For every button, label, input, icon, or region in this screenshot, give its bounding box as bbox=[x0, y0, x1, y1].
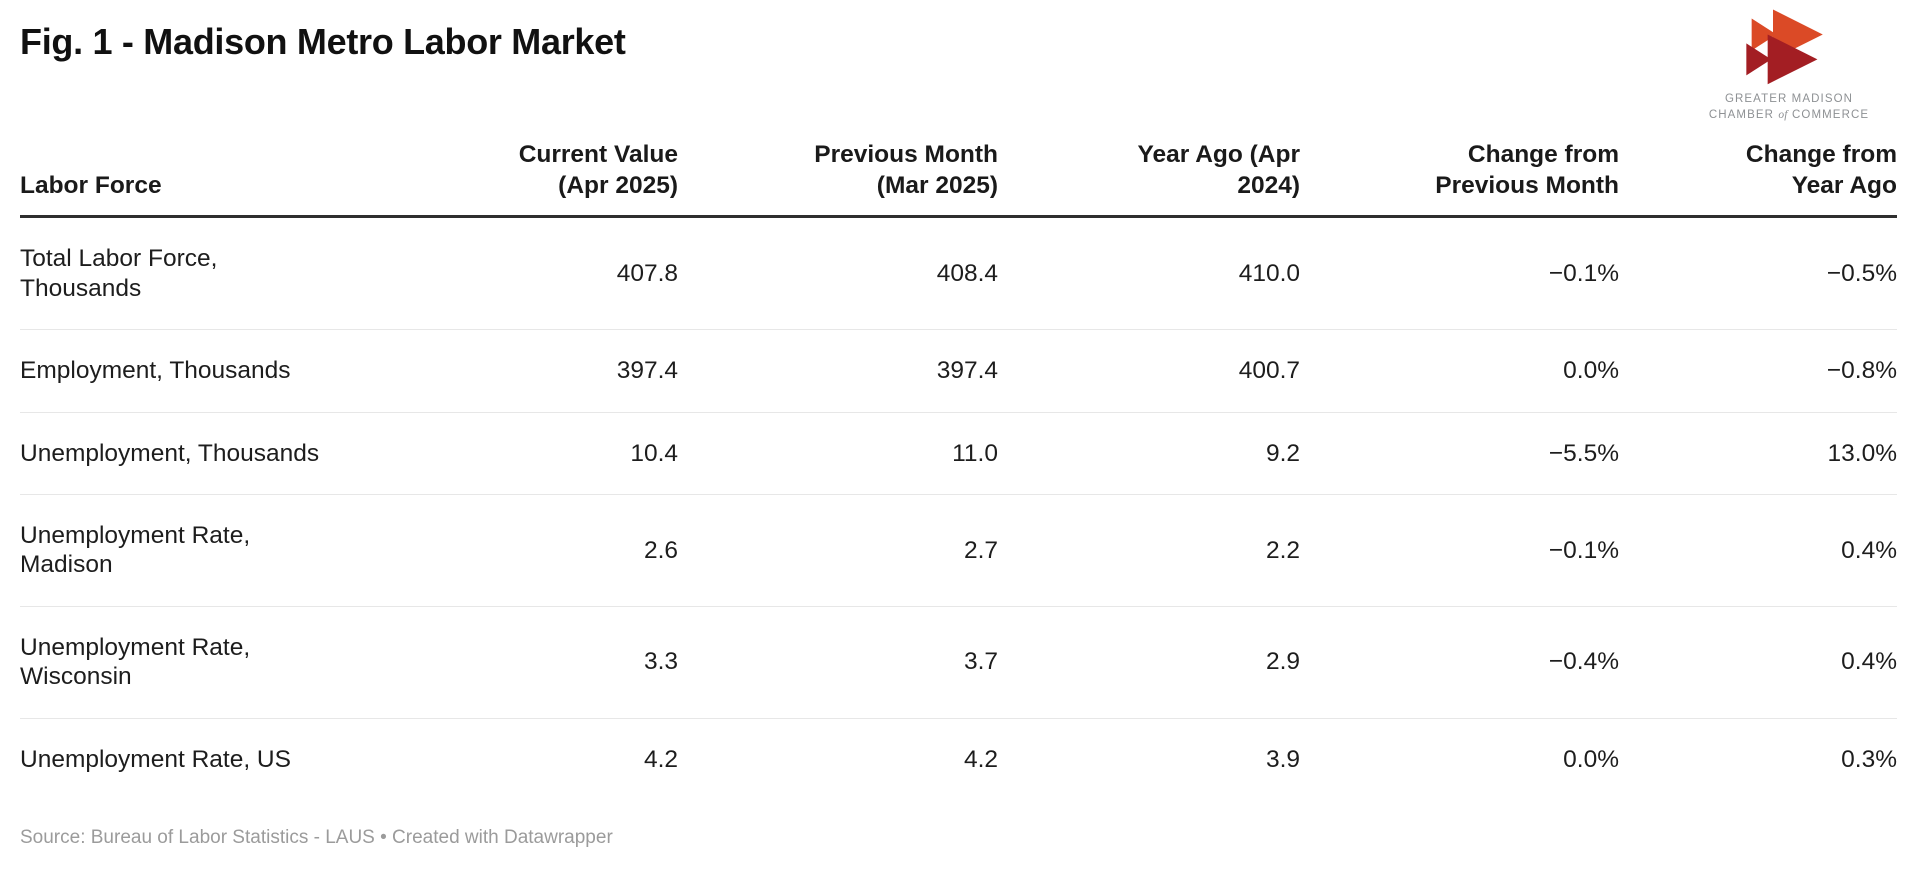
cell-change-prev-month: −5.5% bbox=[1300, 412, 1619, 495]
cell-labor-force: Total Labor Force, Thousands bbox=[20, 216, 380, 331]
cell-change-prev-month: −0.4% bbox=[1300, 606, 1619, 719]
cell-previous-month: 2.7 bbox=[678, 494, 998, 607]
cell-change-prev-month: −0.1% bbox=[1300, 494, 1619, 607]
table-row: Unemployment Rate, Madison 2.6 2.7 2.2 −… bbox=[20, 494, 1897, 607]
table-row: Employment, Thousands 397.4 397.4 400.7 … bbox=[20, 329, 1897, 413]
cell-previous-month: 11.0 bbox=[678, 412, 998, 495]
cell-change-prev-month: −0.1% bbox=[1300, 216, 1619, 331]
cell-previous-month: 397.4 bbox=[678, 329, 998, 413]
cell-change-year-ago: 0.4% bbox=[1619, 606, 1897, 719]
col-header-year-ago: Year Ago (Apr 2024) bbox=[998, 139, 1300, 219]
logo-line-2-chamber: CHAMBER bbox=[1708, 109, 1775, 122]
cell-year-ago: 2.9 bbox=[998, 606, 1300, 719]
cell-year-ago: 2.2 bbox=[998, 494, 1300, 607]
cell-labor-force: Employment, Thousands bbox=[20, 329, 380, 413]
cell-current-value: 407.8 bbox=[380, 216, 678, 331]
cell-change-prev-month: 0.0% bbox=[1563, 745, 1619, 773]
logo-line-2-commerce: COMMERCE bbox=[1792, 109, 1870, 122]
cell-year-ago: 9.2 bbox=[998, 412, 1300, 495]
cell-current-value: 4.2 bbox=[643, 745, 678, 773]
cell-year-ago: 400.7 bbox=[998, 329, 1300, 413]
cell-change-year-ago: 0.3% bbox=[1841, 745, 1897, 773]
cell-year-ago: 3.9 bbox=[1265, 745, 1300, 773]
table-row: Unemployment Rate, Wisconsin 3.3 3.7 2.9… bbox=[20, 606, 1897, 719]
logo-line-2-of: of bbox=[1778, 109, 1788, 122]
cell-change-year-ago: −0.5% bbox=[1619, 216, 1897, 331]
table-row: Total Labor Force, Thousands 407.8 408.4… bbox=[20, 216, 1897, 331]
cell-labor-force: Unemployment, Thousands bbox=[20, 412, 380, 495]
table-header-row: Labor Force Current Value (Apr 2025) Pre… bbox=[20, 139, 1897, 219]
col-header-previous-month: Previous Month (Mar 2025) bbox=[678, 139, 998, 219]
table-row: Unemployment, Thousands 10.4 11.0 9.2 −5… bbox=[20, 412, 1897, 495]
col-header-labor-force: Labor Force bbox=[20, 139, 380, 219]
cell-labor-force: Unemployment Rate, US bbox=[20, 745, 291, 773]
col-header-change-prev-month: Change from Previous Month bbox=[1300, 139, 1619, 219]
table-row: Unemployment Rate, US 4.2 4.2 3.9 0.0% 0… bbox=[20, 718, 1897, 800]
logo-line-1: GREATER MADISON bbox=[1724, 93, 1854, 105]
cell-labor-force: Unemployment Rate, Madison bbox=[20, 494, 380, 607]
cell-change-year-ago: 0.4% bbox=[1619, 494, 1897, 607]
cell-labor-force: Unemployment Rate, Wisconsin bbox=[20, 606, 380, 719]
cell-previous-month: 3.7 bbox=[678, 606, 998, 719]
cell-current-value: 2.6 bbox=[380, 494, 678, 607]
cell-current-value: 397.4 bbox=[380, 329, 678, 413]
cell-current-value: 10.4 bbox=[380, 412, 678, 495]
col-header-change-year-ago: Change from Year Ago bbox=[1619, 139, 1897, 219]
cell-previous-month: 408.4 bbox=[678, 216, 998, 331]
labor-market-table: Labor Force Current Value (Apr 2025) Pre… bbox=[20, 139, 1897, 800]
source-note: Source: Bureau of Labor Statistics - LAU… bbox=[20, 826, 613, 848]
cell-current-value: 3.3 bbox=[380, 606, 678, 719]
cell-change-year-ago: 13.0% bbox=[1619, 412, 1897, 495]
cell-year-ago: 410.0 bbox=[998, 216, 1300, 331]
cell-previous-month: 4.2 bbox=[963, 745, 998, 773]
cell-change-prev-month: 0.0% bbox=[1300, 329, 1619, 413]
figure-title: Fig. 1 - Madison Metro Labor Market bbox=[20, 21, 626, 62]
col-header-current-value: Current Value (Apr 2025) bbox=[380, 139, 678, 219]
logo-wordmark: GREATER MADISON CHAMBER of COMMERCE bbox=[1684, 91, 1894, 123]
double-arrow-logo-icon bbox=[1746, 9, 1823, 85]
cell-change-year-ago: −0.8% bbox=[1619, 329, 1897, 413]
chamber-of-commerce-logo: GREATER MADISON CHAMBER of COMMERCE bbox=[1684, 6, 1894, 123]
